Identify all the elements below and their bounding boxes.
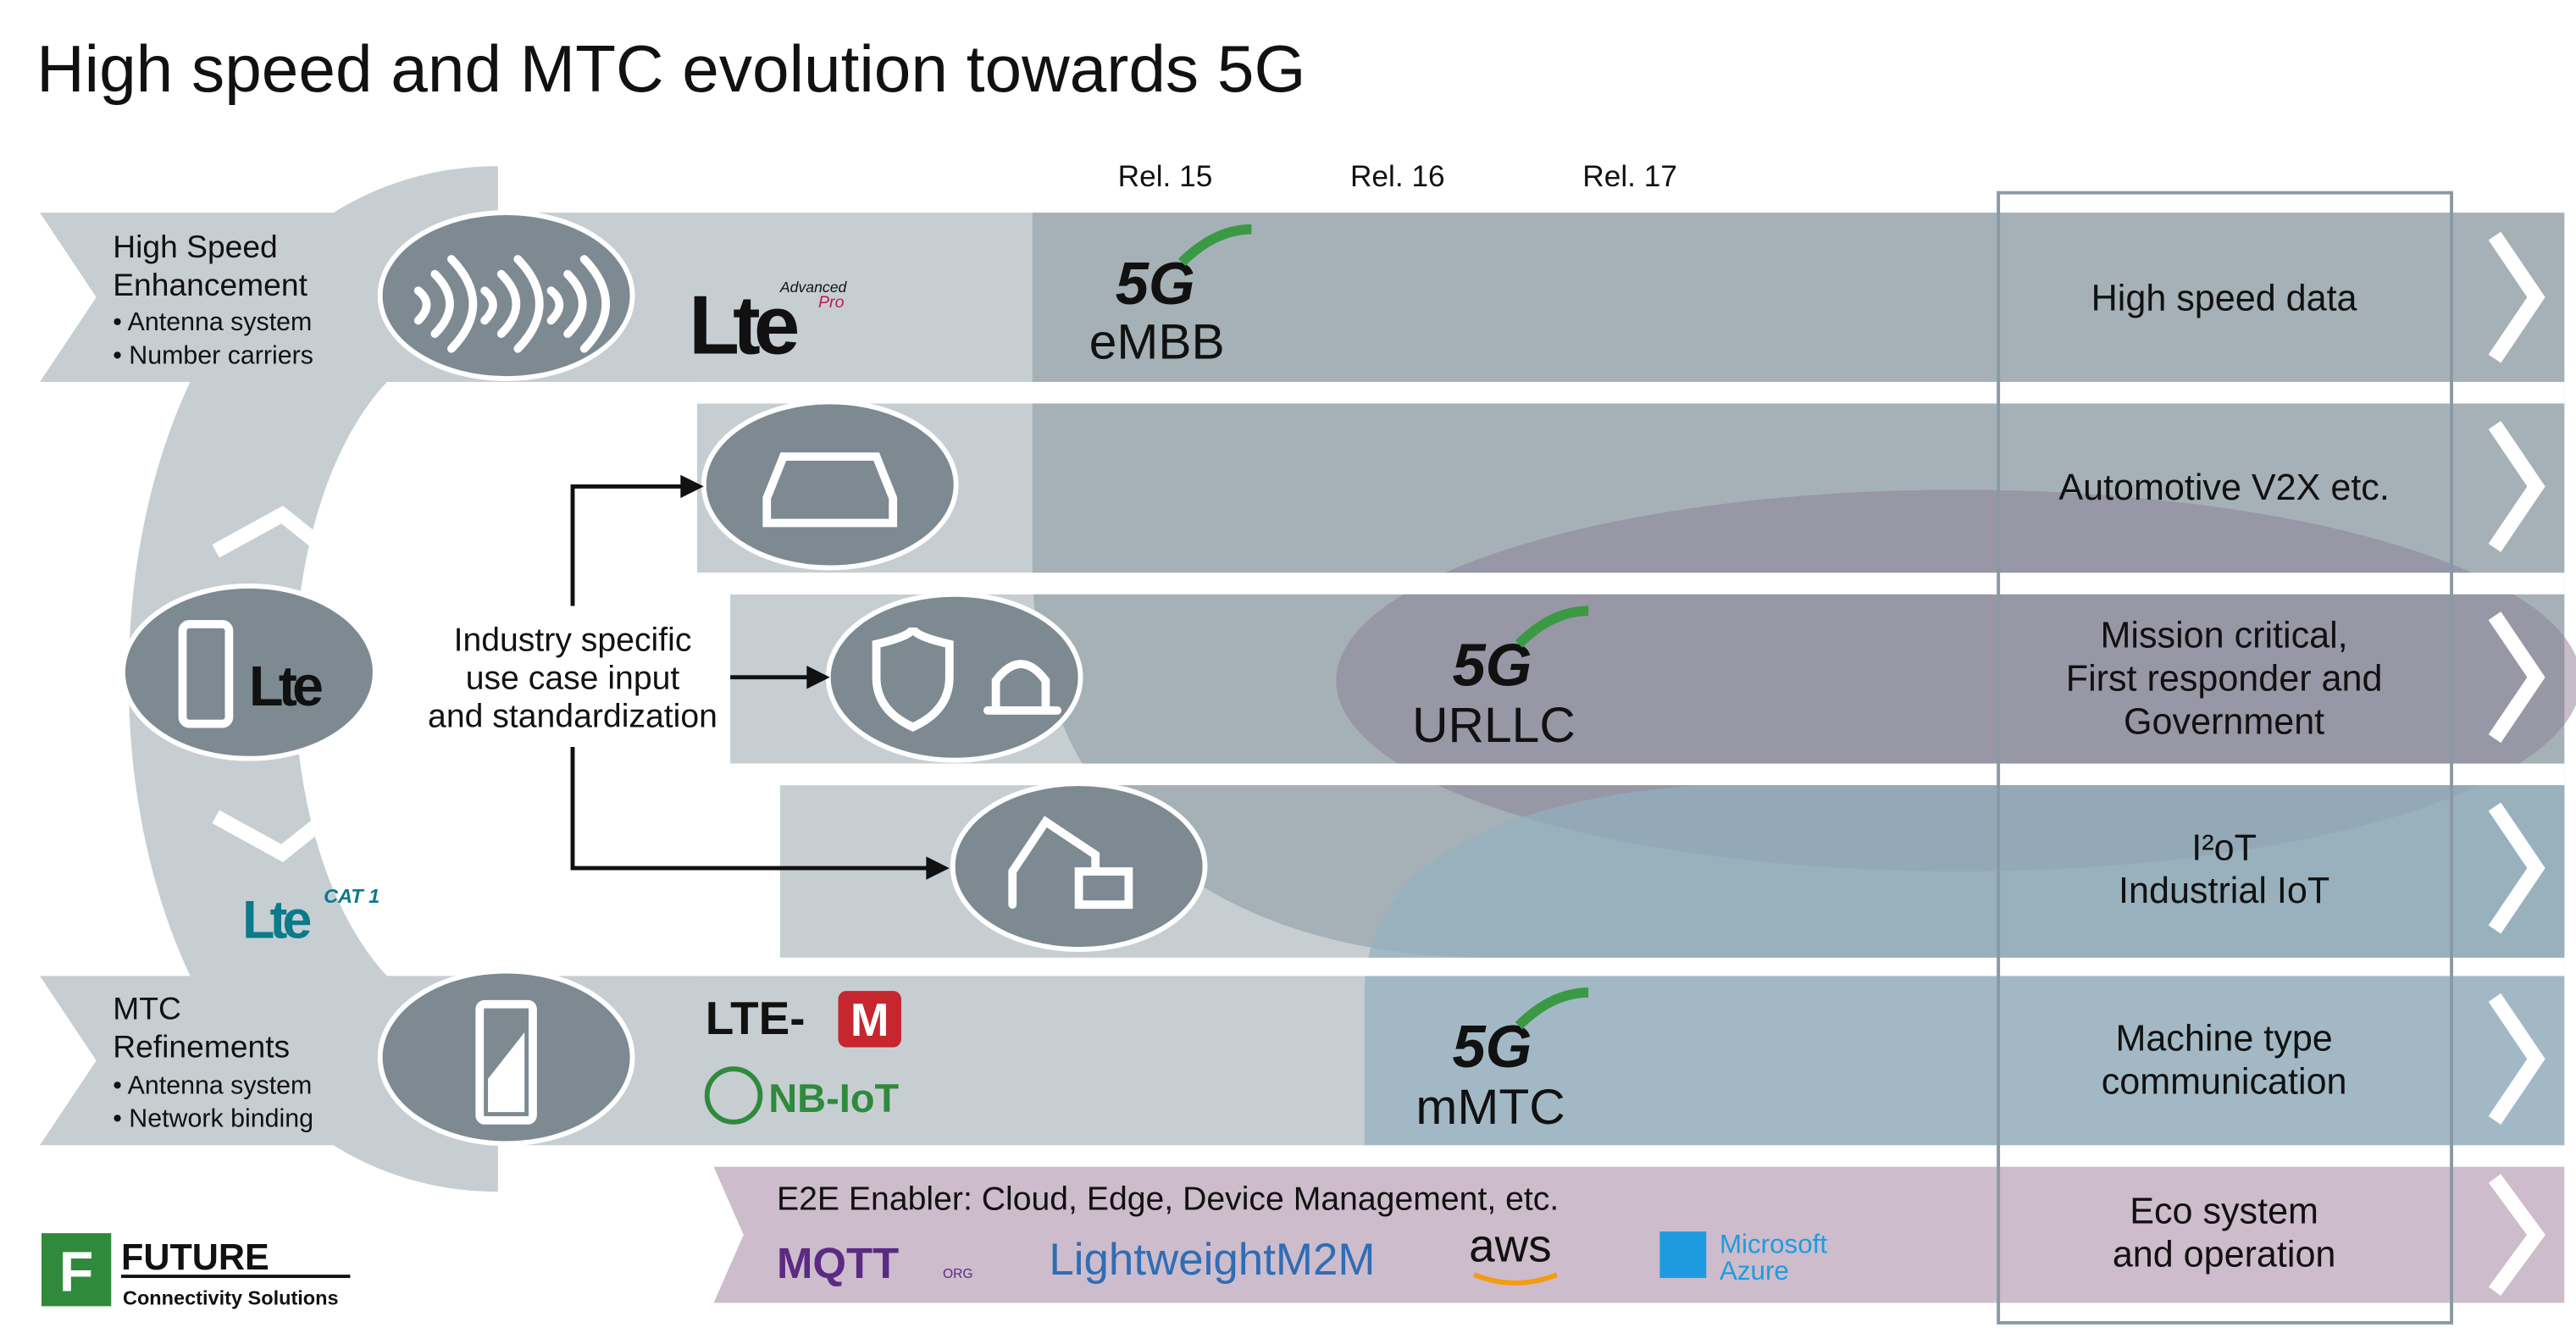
use-case: Eco system	[2130, 1191, 2318, 1231]
use-cases: High speed data Automotive V2X etc. Miss…	[2058, 279, 2389, 1275]
release: Rel. 15	[1118, 160, 1213, 193]
section-title: Refinements	[113, 1028, 290, 1064]
lte-logo: Lte	[242, 890, 310, 949]
lte-logo: Lte	[689, 279, 798, 372]
brand-icon	[41, 1233, 112, 1307]
arc-chevrons	[212, 506, 346, 862]
bullet: • Network binding	[113, 1105, 313, 1133]
lwm2m-logo: LightweightM2M	[1049, 1235, 1375, 1285]
industry-text: Industry specific use case input and sta…	[428, 622, 717, 734]
use-case: Industrial IoT	[2119, 871, 2329, 911]
bullet: • Antenna system	[113, 1072, 312, 1100]
bullet: • Antenna system	[113, 308, 312, 336]
industry-line: and standardization	[428, 699, 717, 735]
use-case: Government	[2124, 701, 2324, 742]
releases: Rel. 15 Rel. 16 Rel. 17	[1118, 160, 1677, 193]
lte-m-logo: LTE-	[706, 992, 806, 1044]
lte-cat: CAT 1	[324, 885, 379, 907]
nb-iot-globe	[704, 1066, 763, 1125]
battery-fill	[488, 1032, 525, 1113]
fiveg-mmtc: 5G mMTC	[1415, 987, 1589, 1135]
aws-logo: aws	[1469, 1219, 1552, 1271]
right-chevrons	[2488, 231, 2546, 1296]
oval	[701, 399, 959, 571]
use-case: communication	[2102, 1062, 2347, 1103]
title: High speed and MTC evolution towards 5G	[36, 31, 1305, 106]
fiveg-label: mMTC	[1415, 1080, 1565, 1135]
release: Rel. 16	[1350, 160, 1445, 193]
fiveg-label: URLLC	[1412, 698, 1576, 753]
separators	[696, 381, 2565, 976]
ovals	[120, 210, 1208, 1147]
mqtt-logo: MQTT	[777, 1239, 899, 1287]
lte-m-box	[838, 991, 901, 1048]
use-case-box	[1997, 191, 2454, 1325]
lte-pro: Pro	[818, 293, 845, 312]
tagline: Connectivity Solutions	[123, 1286, 339, 1308]
fiveg-urllc: 5G URLLC	[1412, 606, 1589, 753]
mqtt-org: ORG	[943, 1267, 973, 1281]
section-title: Enhancement	[113, 267, 307, 302]
use-case: I²oT	[2191, 827, 2257, 868]
brand: FUTURE	[121, 1237, 269, 1278]
e2e-title: E2E Enabler: Cloud, Edge, Device Managem…	[777, 1181, 1559, 1218]
azure-logo: Azure	[1720, 1256, 1789, 1286]
azure-icon	[1659, 1231, 1707, 1279]
aws-smile	[1472, 1272, 1559, 1286]
bullet: • Number carriers	[113, 341, 313, 369]
use-case: Automotive V2X etc.	[2058, 467, 2389, 508]
lte-logo: Lte	[249, 655, 322, 718]
industry-line: use case input	[466, 660, 680, 696]
use-case: Mission critical,	[2101, 615, 2348, 655]
use-case: High speed data	[2091, 279, 2357, 319]
section-title: MTC	[113, 990, 181, 1026]
fiveg-label: eMBB	[1089, 315, 1225, 370]
brand-icon-letter: F	[59, 1242, 94, 1304]
azure-logo: Microsoft	[1720, 1230, 1827, 1259]
section-title: High Speed	[113, 229, 278, 264]
use-case: and operation	[2113, 1234, 2336, 1275]
nb-iot-logo: NB-IoT	[768, 1076, 899, 1120]
oval	[950, 781, 1208, 953]
use-case: Machine type	[2115, 1019, 2332, 1059]
arrow-heads	[680, 474, 950, 880]
band	[713, 1166, 2565, 1303]
lte-advanced: Advanced	[779, 279, 848, 296]
arrows	[570, 484, 930, 871]
icons	[178, 255, 1133, 1125]
release: Rel. 17	[1582, 160, 1677, 193]
industry-line: Industry specific	[454, 622, 692, 658]
lte-m-logo: M	[850, 993, 889, 1046]
use-case: First responder and	[2066, 658, 2383, 699]
fiveg-embb: 5G eMBB	[1089, 224, 1252, 370]
brand-rule	[121, 1275, 351, 1279]
